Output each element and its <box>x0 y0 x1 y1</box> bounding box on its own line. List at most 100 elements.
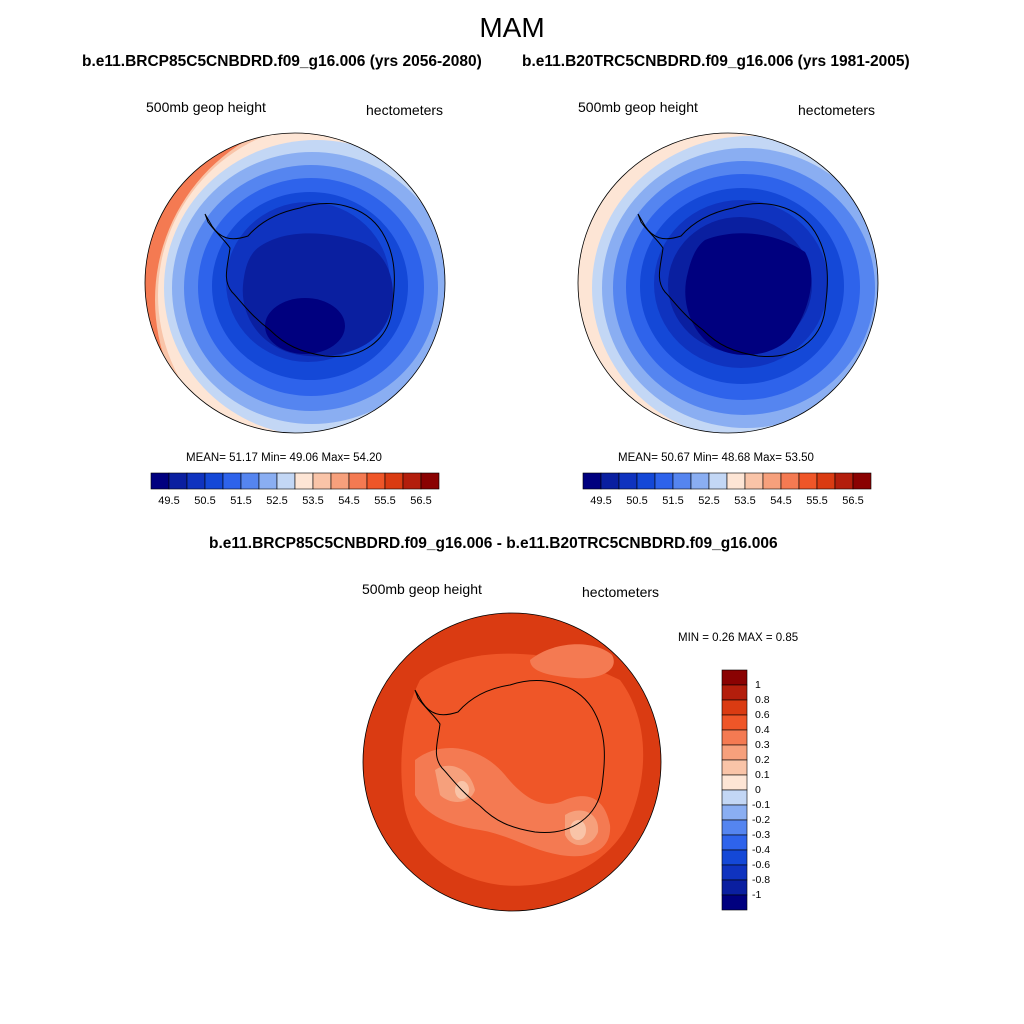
colorbar-swatch <box>330 472 350 490</box>
panel-1-stats: MEAN= 51.17 Min= 49.06 Max= 54.20 <box>186 452 382 464</box>
colorbar-swatch <box>721 759 748 776</box>
colorbar-tick-label: 51.5 <box>230 495 251 507</box>
panel-1-variable-label: 500mb geop height <box>146 99 266 115</box>
colorbar-tick-label: -0.8 <box>752 874 770 886</box>
colorbar-swatch <box>258 472 278 490</box>
colorbar-swatch <box>816 472 836 490</box>
colorbar-swatch <box>798 472 818 490</box>
colorbar-swatch <box>721 744 748 761</box>
colorbar-tick-label: 55.5 <box>806 495 827 507</box>
colorbar-tick-label: 53.5 <box>734 495 755 507</box>
colorbar-swatch <box>721 729 748 746</box>
colorbar-swatch <box>780 472 800 490</box>
colorbar-tick-label: 0.6 <box>755 709 770 721</box>
panel-1-units-label: hectometers <box>366 102 444 118</box>
colorbar-swatch <box>721 894 748 911</box>
colorbar-swatch <box>721 714 748 731</box>
colorbar-swatch <box>240 472 260 490</box>
colorbar-swatch <box>721 804 748 821</box>
panel-2-variable-label: 500mb geop height <box>578 99 698 115</box>
colorbar-swatch <box>636 472 656 490</box>
figure-title: MAM <box>479 12 545 43</box>
colorbar-tick-label: 49.5 <box>158 495 179 507</box>
panel-1-colorbar: 49.5 50.5 51.5 52.5 53.5 54.5 55.5 56.5 <box>150 472 440 507</box>
panel-3-variable-label: 500mb geop height <box>362 581 482 597</box>
panel-2-stats: MEAN= 50.67 Min= 48.68 Max= 53.50 <box>618 452 814 464</box>
panel-3-stats: MIN = 0.26 MAX = 0.85 <box>678 632 799 644</box>
colorbar-swatch <box>721 774 748 791</box>
panel-1-map <box>144 132 446 434</box>
colorbar-swatch <box>721 879 748 896</box>
colorbar-tick-label: 56.5 <box>842 495 863 507</box>
colorbar-swatch <box>618 472 638 490</box>
colorbar-swatch <box>834 472 854 490</box>
panel-1-title: b.e11.BRCP85C5CNBDRD.f09_g16.006 (yrs 20… <box>82 53 482 70</box>
colorbar-swatch <box>582 472 602 490</box>
colorbar-tick-label: 56.5 <box>410 495 431 507</box>
colorbar-tick-label: -0.3 <box>752 829 770 841</box>
colorbar-tick-label: 50.5 <box>194 495 215 507</box>
panel-2-colorbar: 49.5 50.5 51.5 52.5 53.5 54.5 55.5 56.5 <box>582 472 872 507</box>
colorbar-swatch <box>721 789 748 806</box>
colorbar-tick-label: -0.1 <box>752 799 770 811</box>
colorbar-swatch <box>384 472 404 490</box>
colorbar-swatch <box>721 834 748 851</box>
colorbar-tick-label: -0.2 <box>752 814 770 826</box>
panel-2-map <box>577 132 879 434</box>
panel-2-units-label: hectometers <box>798 102 876 118</box>
colorbar-tick-label: 0.2 <box>755 754 770 766</box>
colorbar-swatch <box>690 472 710 490</box>
colorbar-swatch <box>721 819 748 836</box>
colorbar-swatch <box>721 849 748 866</box>
panel-3-colorbar: 1 0.8 0.6 0.4 0.3 0.2 0.1 0 -0.1 -0.2 -0.3 -0.4 -0.6… <box>721 669 770 911</box>
colorbar-swatch <box>150 472 170 490</box>
colorbar-tick-label: 54.5 <box>770 495 791 507</box>
colorbar-tick-label: -1 <box>752 889 761 901</box>
colorbar-tick-label: 0.1 <box>755 769 770 781</box>
panel-3-map <box>362 612 662 912</box>
colorbar-swatch <box>721 669 748 686</box>
colorbar-swatch <box>402 472 422 490</box>
colorbar-swatch <box>721 684 748 701</box>
colorbar-tick-label: 54.5 <box>338 495 359 507</box>
panel-2-title: b.e11.B20TRC5CNBDRD.f09_g16.006 (yrs 198… <box>522 53 910 70</box>
colorbar-tick-label: 53.5 <box>302 495 323 507</box>
panel-2-contours <box>592 136 878 433</box>
colorbar-tick-label: 49.5 <box>590 495 611 507</box>
colorbar-tick-label: 52.5 <box>698 495 719 507</box>
colorbar-swatch <box>276 472 296 490</box>
colorbar-swatch <box>186 472 206 490</box>
colorbar-tick-label: 0.8 <box>755 694 770 706</box>
colorbar-tick-label: 50.5 <box>626 495 647 507</box>
colorbar-tick-label: 1 <box>755 679 761 691</box>
colorbar-swatch <box>168 472 188 490</box>
colorbar-swatch <box>762 472 782 490</box>
panel-1-contours <box>155 133 445 433</box>
colorbar-tick-label: -0.6 <box>752 859 770 871</box>
panel-3-title: b.e11.BRCP85C5CNBDRD.f09_g16.006 - b.e11… <box>209 535 778 552</box>
colorbar-swatch <box>420 472 440 490</box>
colorbar-swatch <box>721 699 748 716</box>
colorbar-swatch <box>721 864 748 881</box>
colorbar-tick-label: 55.5 <box>374 495 395 507</box>
colorbar-swatch <box>366 472 386 490</box>
colorbar-swatch <box>708 472 728 490</box>
panel-3-units-label: hectometers <box>582 584 660 600</box>
colorbar-tick-label: -0.4 <box>752 844 770 856</box>
colorbar-swatch <box>600 472 620 490</box>
colorbar-swatch <box>222 472 242 490</box>
colorbar-swatch <box>294 472 314 490</box>
colorbar-swatch <box>852 472 872 490</box>
colorbar-swatch <box>312 472 332 490</box>
colorbar-tick-label: 52.5 <box>266 495 287 507</box>
colorbar-swatch <box>744 472 764 490</box>
colorbar-swatch <box>204 472 224 490</box>
colorbar-tick-label: 0 <box>755 784 761 796</box>
colorbar-swatch <box>654 472 674 490</box>
colorbar-tick-label: 0.4 <box>755 724 770 736</box>
colorbar-tick-label: 51.5 <box>662 495 683 507</box>
colorbar-swatch <box>726 472 746 490</box>
colorbar-swatch <box>672 472 692 490</box>
colorbar-swatch <box>348 472 368 490</box>
